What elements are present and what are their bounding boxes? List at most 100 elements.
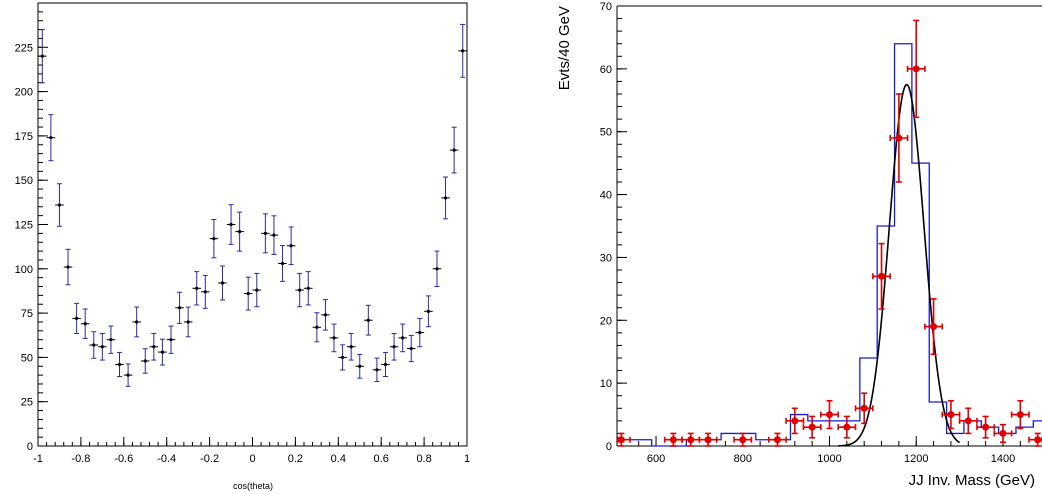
data-point — [458, 23, 467, 78]
chart-left-x-axis-label: cos(theta) — [233, 481, 273, 491]
data-point — [192, 271, 202, 306]
data-point — [132, 306, 141, 338]
data-point — [958, 407, 978, 435]
data-point — [663, 432, 683, 447]
data-point — [941, 399, 961, 430]
y-tick-label: 125 — [15, 220, 33, 232]
data-point — [329, 323, 339, 353]
data-point — [854, 392, 874, 425]
data-point — [46, 114, 56, 162]
x-tick-label: 0.6 — [374, 453, 389, 465]
data-point — [106, 325, 116, 354]
data-point — [785, 407, 805, 435]
data-point — [72, 302, 81, 334]
data-point — [295, 272, 304, 308]
data-point — [698, 432, 718, 447]
x-tick-label: -0.4 — [157, 453, 176, 465]
data-point — [389, 332, 399, 361]
y-tick-label: 50 — [600, 127, 612, 139]
data-point — [55, 183, 64, 227]
data-point — [123, 363, 133, 387]
x-tick-label: 1000 — [817, 453, 841, 465]
chart-left-x-tick-labels: -1 -0.8 -0.6 -0.4 -0.2 0 0.2 0.4 0.6 0.8… — [33, 453, 470, 465]
x-tick-label: 800 — [734, 453, 752, 465]
x-tick-label: 1200 — [904, 453, 928, 465]
data-point — [98, 332, 107, 361]
chart-right-histogram — [617, 43, 1042, 447]
data-point — [872, 242, 892, 310]
y-tick-label: 0 — [606, 441, 612, 453]
data-point — [321, 299, 330, 331]
data-point — [38, 29, 47, 84]
data-point — [209, 219, 219, 259]
data-point — [261, 213, 270, 254]
data-point — [243, 276, 253, 311]
y-tick-label: 30 — [600, 252, 612, 264]
y-tick-label: 100 — [15, 264, 33, 276]
data-point — [252, 272, 262, 308]
data-point — [364, 304, 373, 336]
x-tick-label: -1 — [33, 453, 43, 465]
data-point — [415, 317, 425, 348]
y-tick-label: 10 — [600, 378, 612, 390]
chart-right-x-axis-label: JJ Inv. Mass (GeV) — [909, 472, 1035, 489]
data-point — [906, 19, 926, 119]
data-point — [115, 351, 124, 378]
x-tick-label: -0.8 — [71, 453, 90, 465]
y-tick-label: 50 — [21, 352, 33, 364]
x-tick-label: 0.4 — [331, 453, 346, 465]
y-tick-label: 25 — [21, 397, 33, 409]
data-point — [303, 271, 313, 306]
x-tick-label: -0.6 — [114, 453, 133, 465]
data-point — [286, 226, 296, 266]
y-tick-label: 20 — [600, 315, 612, 327]
data-point — [441, 176, 450, 220]
chart-right-x-tick-labels: 600 800 1000 1200 1400 — [647, 453, 1015, 465]
data-point — [424, 295, 433, 328]
chart-right: 600 800 1000 1200 1400 0 10 20 30 40 50 … — [556, 1, 1042, 489]
data-point — [201, 274, 210, 309]
chart-right-y-tick-labels: 0 10 20 30 40 50 60 70 — [600, 1, 612, 453]
data-point — [449, 126, 459, 174]
data-point — [398, 323, 407, 353]
histogram-outline — [617, 43, 1042, 447]
x-tick-label: 1 — [464, 453, 470, 465]
chart-left-axis-ticks — [37, 2, 468, 447]
data-point — [681, 432, 701, 447]
chart-left: -1 -0.8 -0.6 -0.4 -0.2 0 0.2 0.4 0.6 0.8… — [15, 2, 470, 491]
data-point — [837, 415, 857, 439]
data-point — [149, 332, 159, 361]
y-tick-label: 200 — [15, 87, 33, 99]
data-point — [278, 245, 287, 282]
y-tick-label: 225 — [15, 42, 33, 54]
data-point — [733, 432, 753, 447]
data-point — [158, 338, 167, 366]
data-point — [372, 357, 382, 382]
y-tick-label: 0 — [27, 441, 33, 453]
data-point — [166, 325, 176, 354]
y-tick-label: 60 — [600, 64, 612, 76]
data-point — [235, 211, 244, 252]
x-tick-label: 0.8 — [416, 453, 431, 465]
data-point — [767, 432, 787, 447]
data-point — [1010, 399, 1030, 430]
data-point — [218, 265, 227, 301]
data-point — [617, 432, 631, 447]
chart-right-axis-ticks — [617, 5, 1039, 447]
y-tick-label: 150 — [15, 175, 33, 187]
data-point — [976, 415, 996, 439]
chart-right-y-axis-label: Evts/40 GeV — [556, 6, 573, 90]
chart-right-data-points — [617, 19, 1042, 447]
data-point — [802, 415, 822, 439]
data-point — [338, 344, 347, 371]
data-point — [889, 93, 909, 183]
data-point — [820, 399, 839, 430]
y-tick-label: 70 — [600, 1, 612, 13]
data-point — [346, 332, 356, 361]
data-point — [269, 215, 279, 255]
data-point — [89, 331, 99, 359]
x-tick-label: 0 — [249, 453, 255, 465]
x-tick-label: 0.2 — [288, 453, 303, 465]
chart-left-y-tick-labels: 0 25 50 75 100 125 150 175 200 225 — [15, 42, 33, 453]
